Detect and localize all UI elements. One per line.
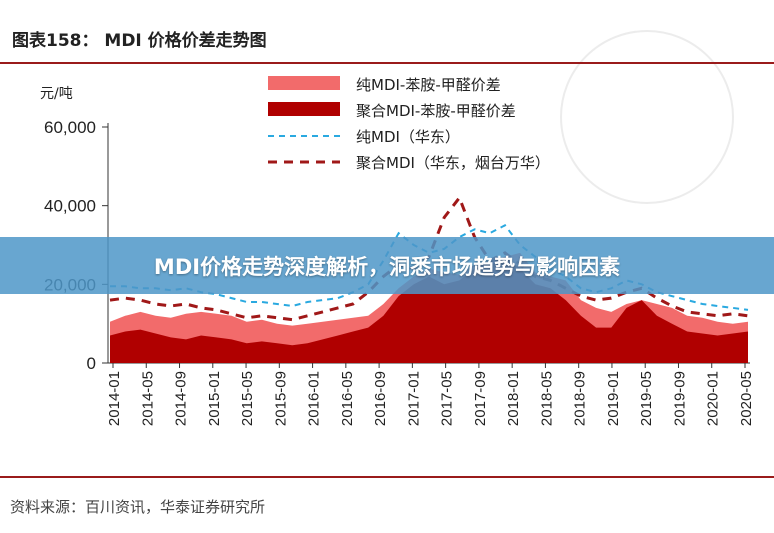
x-tick-label: 2019-05 (638, 371, 655, 426)
x-tick-label: 2019-09 (671, 371, 688, 426)
x-tick-label: 2020-01 (705, 371, 722, 426)
x-tick-label: 2015-05 (239, 371, 256, 426)
legend-label: 纯MDI-苯胺-甲醛价差 (356, 76, 501, 94)
legend-label: 聚合MDI-苯胺-甲醛价差 (356, 102, 516, 120)
x-tick-label: 2018-05 (538, 371, 555, 426)
y-tick-label: 60,000 (44, 118, 96, 137)
y-tick-label: 0 (87, 354, 96, 373)
y-unit-label: 元/吨 (40, 86, 73, 102)
x-tick-label: 2015-01 (206, 371, 223, 426)
x-tick-label: 2017-09 (472, 371, 489, 426)
x-tick-label: 2019-01 (605, 371, 622, 426)
x-tick-label: 2016-05 (339, 371, 356, 426)
x-tick-label: 2014-09 (173, 371, 190, 426)
banner-text: MDI价格走势深度解析，洞悉市场趋势与影响因素 (153, 254, 621, 279)
x-tick-label: 2015-09 (272, 371, 289, 426)
x-tick-label: 2020-05 (738, 371, 755, 426)
y-tick-label: 40,000 (44, 197, 96, 216)
x-tick-label: 2014-01 (106, 371, 123, 426)
source-note: 资料来源：百川资讯，华泰证券研究所 (10, 498, 266, 516)
legend-label: 聚合MDI（华东，烟台万华） (356, 154, 550, 172)
footer-divider (0, 476, 774, 478)
watermark-seal (560, 30, 734, 204)
x-tick-label: 2017-05 (439, 371, 456, 426)
x-tick-label: 2018-01 (505, 371, 522, 426)
legend-label: 纯MDI（华东） (356, 128, 460, 146)
x-tick-label: 2016-09 (372, 371, 389, 426)
legend-swatch (268, 102, 340, 116)
legend-swatch (268, 76, 340, 90)
x-tick-label: 2016-01 (306, 371, 323, 426)
overlay-banner: MDI价格走势深度解析，洞悉市场趋势与影响因素 (0, 237, 774, 294)
x-tick-label: 2017-01 (405, 371, 422, 426)
x-tick-label: 2014-05 (139, 371, 156, 426)
series-polymeric-spread-area (110, 256, 748, 363)
chart-title: 图表158： MDI 价格价差走势图 (12, 31, 267, 51)
chart-area: 元/吨020,00040,00060,0002014-012014-052014… (40, 76, 755, 426)
title-divider (0, 62, 774, 64)
x-tick-label: 2018-09 (572, 371, 589, 426)
